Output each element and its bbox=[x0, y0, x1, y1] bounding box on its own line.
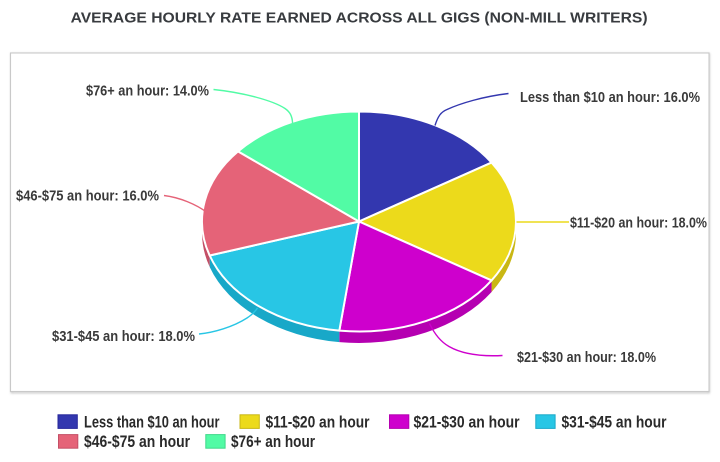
svg-text:$11-$20 an hour: $11-$20 an hour bbox=[266, 413, 370, 431]
svg-text:$46-$75 an hour: 16.0%: $46-$75 an hour: 16.0% bbox=[16, 189, 159, 205]
svg-text:$76+ an hour: 14.0%: $76+ an hour: 14.0% bbox=[86, 84, 209, 100]
svg-text:AVERAGE HOURLY RATE EARNED ACR: AVERAGE HOURLY RATE EARNED ACROSS ALL GI… bbox=[71, 10, 648, 27]
svg-text:$11-$20 an hour: 18.0%: $11-$20 an hour: 18.0% bbox=[570, 216, 707, 232]
svg-text:$46-$75 an hour: $46-$75 an hour bbox=[84, 433, 190, 451]
svg-text:$21-$30 an hour: 18.0%: $21-$30 an hour: 18.0% bbox=[517, 350, 656, 366]
svg-text:Less than $10 an hour: Less than $10 an hour bbox=[84, 413, 220, 431]
svg-text:$21-$30 an hour: $21-$30 an hour bbox=[414, 413, 520, 431]
svg-text:$76+ an hour: $76+ an hour bbox=[231, 433, 315, 451]
svg-text:$31-$45 an hour: 18.0%: $31-$45 an hour: 18.0% bbox=[52, 329, 195, 345]
svg-text:Less than $10 an hour: 16.0%: Less than $10 an hour: 16.0% bbox=[520, 90, 700, 106]
svg-text:$31-$45 an hour: $31-$45 an hour bbox=[562, 413, 667, 431]
